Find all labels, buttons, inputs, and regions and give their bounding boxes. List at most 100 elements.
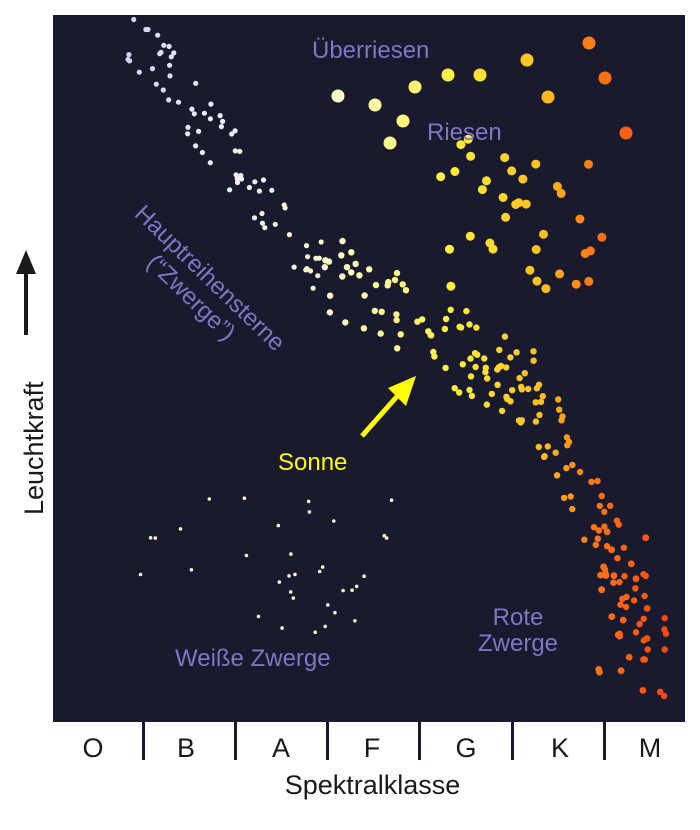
star-dot	[590, 524, 598, 531]
star-dot	[582, 36, 596, 50]
star-dot	[342, 319, 349, 326]
star-dot	[571, 279, 581, 289]
star-dot	[600, 563, 607, 571]
star-dot	[259, 210, 265, 217]
star-dot	[287, 574, 291, 578]
star-dot	[377, 330, 384, 337]
label-sun: Sonne	[278, 449, 348, 476]
star-dot	[436, 172, 446, 182]
class-label-k: K	[550, 733, 569, 763]
star-dot	[595, 527, 603, 534]
star-dot	[482, 368, 489, 376]
star-dot	[446, 281, 456, 291]
star-dot	[246, 184, 252, 191]
y-axis-arrow	[16, 250, 36, 335]
class-divider	[418, 722, 421, 760]
star-dot	[500, 153, 510, 163]
star-dot	[326, 292, 334, 299]
star-dot	[131, 16, 137, 23]
star-dot	[661, 614, 668, 622]
star-dot	[588, 478, 595, 486]
star-dot	[323, 624, 328, 629]
diagram-background	[53, 15, 685, 722]
star-dot	[597, 571, 604, 579]
star-dot	[161, 42, 167, 48]
class-divider	[511, 722, 514, 760]
star-dot	[531, 159, 541, 169]
star-dot	[576, 468, 584, 476]
star-dot	[466, 321, 473, 328]
star-dot	[465, 231, 475, 241]
star-dot	[178, 527, 183, 531]
star-dot	[581, 536, 588, 543]
star-dot	[207, 116, 213, 122]
star-dot	[539, 229, 548, 239]
star-dot	[304, 266, 310, 272]
star-dot	[539, 393, 546, 400]
star-dot	[269, 187, 275, 193]
star-dot	[353, 619, 357, 623]
star-dot	[563, 434, 571, 441]
star-dot	[445, 244, 454, 254]
star-dot	[441, 325, 449, 333]
star-dot	[168, 54, 174, 60]
star-dot	[318, 239, 324, 245]
star-dot	[657, 688, 664, 695]
star-dot	[394, 345, 401, 352]
class-divider	[603, 722, 606, 760]
star-dot	[291, 596, 296, 600]
star-dot	[614, 555, 621, 562]
star-dot	[541, 284, 551, 294]
star-dot	[627, 560, 635, 568]
label-red-dwarfs: Rote Zwerge	[478, 605, 558, 657]
star-dot	[371, 307, 378, 315]
label-white-dwarfs: Weiße Zwerge	[175, 645, 331, 672]
star-dot	[525, 385, 532, 393]
star-dot	[484, 375, 491, 382]
star-dot	[552, 181, 562, 191]
star-dot	[408, 80, 422, 94]
star-dot	[516, 374, 523, 382]
star-dot	[220, 118, 226, 124]
star-dot	[509, 387, 516, 394]
star-dot	[532, 399, 539, 406]
star-dot	[229, 131, 235, 137]
star-dot	[331, 89, 345, 103]
star-dot	[260, 177, 267, 183]
star-dot	[467, 373, 475, 380]
star-dot	[425, 328, 432, 335]
star-dot	[472, 363, 479, 371]
star-dot	[126, 52, 132, 58]
class-label-a: A	[271, 733, 290, 763]
star-dot	[513, 349, 520, 356]
star-dot	[343, 264, 351, 271]
star-dot	[352, 260, 359, 268]
star-dot	[384, 282, 391, 289]
star-dot	[237, 148, 243, 154]
star-dot	[332, 519, 336, 523]
star-dot	[636, 620, 643, 628]
star-dot	[282, 205, 288, 211]
star-dot	[530, 357, 537, 364]
star-dot	[584, 276, 594, 286]
star-dot	[185, 124, 191, 130]
label-red-dwarfs-line2: Zwerge	[478, 630, 559, 657]
star-dot	[532, 276, 542, 286]
star-dot	[167, 73, 173, 79]
star-dot	[431, 353, 438, 360]
star-dot	[544, 443, 551, 450]
star-dot	[447, 306, 454, 313]
star-dot	[621, 572, 628, 580]
star-dot	[232, 148, 238, 154]
star-dot	[207, 160, 213, 166]
star-dot	[320, 565, 325, 569]
sun-arrow	[360, 376, 416, 438]
star-dot	[640, 571, 647, 578]
class-label-m: M	[638, 733, 662, 763]
star-dot	[613, 517, 621, 524]
star-dot	[532, 418, 540, 425]
star-dot	[632, 629, 640, 636]
star-dot	[316, 255, 322, 261]
star-dot	[442, 364, 449, 372]
star-dot	[608, 613, 616, 620]
